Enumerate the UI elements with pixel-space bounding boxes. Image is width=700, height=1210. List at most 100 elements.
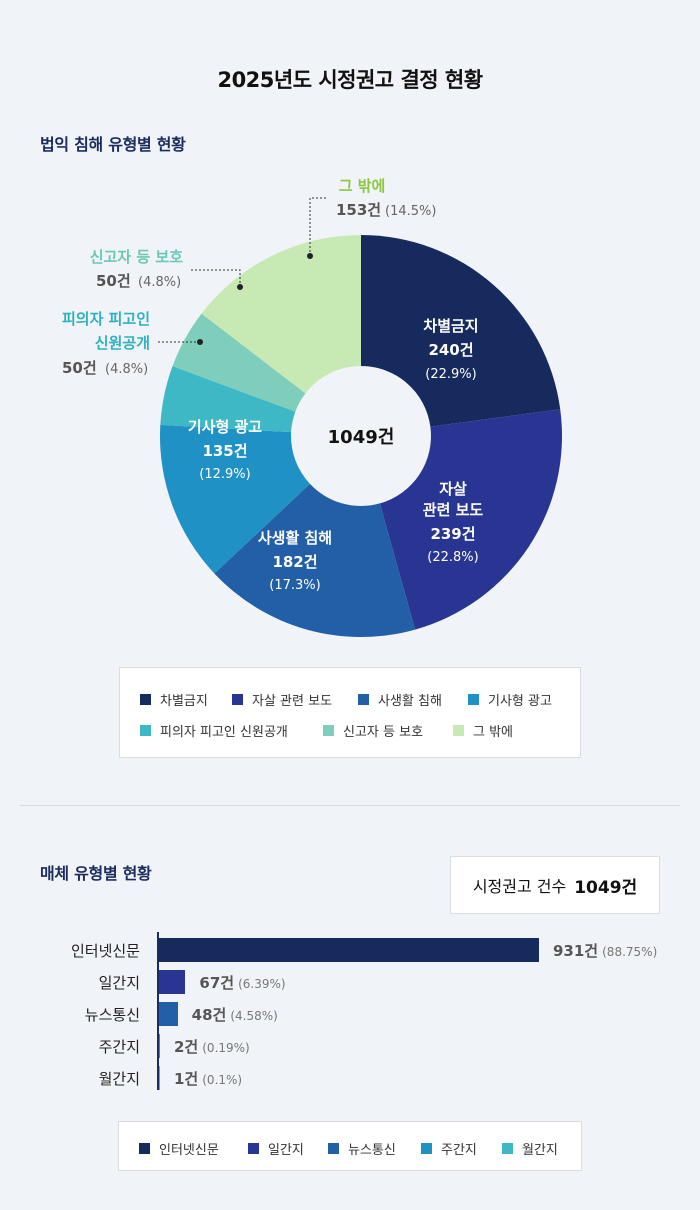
slice-privacy	[214, 483, 416, 637]
legend-swatch	[453, 725, 464, 736]
legend-label: 그 밖에	[473, 725, 514, 740]
leader-dot-reporter	[237, 284, 243, 290]
bar-axis-line	[157, 932, 159, 1090]
legend-item: 월간지	[502, 1139, 558, 1158]
slice-label-name-5b: 신원공개	[95, 334, 150, 352]
bar-daily	[158, 970, 186, 994]
bar-value-internet: 931건 (88.75%)	[553, 940, 657, 961]
legend-item: 주간지	[421, 1139, 477, 1158]
legend-label: 주간지	[441, 1143, 477, 1158]
leader-dot-other	[307, 253, 313, 259]
bar-percent: (0.1%)	[202, 1073, 243, 1087]
bar-value-daily: 67건 (6.39%)	[199, 972, 285, 993]
legend-label: 월간지	[522, 1143, 558, 1158]
legend-label: 사생활 침해	[378, 694, 442, 709]
bar-label-internet: 인터넷신문	[70, 942, 140, 960]
legend-item: 자살 관련 보도	[232, 690, 332, 709]
legend-swatch	[358, 694, 369, 705]
slice-label-name-4: 기사형 광고	[188, 418, 262, 436]
legend-item: 그 밖에	[453, 721, 513, 740]
legend-item: 차별금지	[140, 690, 208, 709]
bar-legend: 인터넷신문 일간지 뉴스통신 주간지 월간지	[118, 1121, 582, 1171]
bar-count: 2건	[174, 1038, 199, 1056]
bar-label-news-agency: 뉴스통신	[84, 1006, 140, 1024]
total-count-value: 1049건	[574, 877, 638, 898]
slice-label-name-2a: 자살	[439, 480, 467, 498]
legend-swatch	[140, 694, 151, 705]
legend-swatch	[421, 1143, 432, 1154]
slice-label-count-3: 182건	[272, 553, 317, 571]
page-title: 2025년도 시정권고 결정 현황	[217, 68, 483, 92]
donut-section-title: 법익 침해 유형별 현황	[40, 135, 186, 154]
slice-label-pct-4: (12.9%)	[199, 467, 250, 482]
legend-item: 피의자 피고인 신원공개	[140, 721, 288, 740]
bar-percent: (88.75%)	[602, 945, 658, 959]
slice-label-count-1: 240건	[428, 341, 473, 359]
legend-swatch	[468, 694, 479, 705]
bar-label-monthly: 월간지	[98, 1070, 140, 1088]
slice-label-pct-1: (22.9%)	[425, 367, 476, 382]
slice-label-name-6: 신고자 등 보호	[90, 248, 183, 266]
slice-label-count-4: 135건	[202, 442, 247, 460]
legend-label: 일간지	[268, 1143, 304, 1158]
bar-internet	[158, 938, 539, 962]
donut-chart: 1049건 차별금지 240건 (22.9%) 자살 관련 보도 239건 (2…	[62, 177, 562, 637]
legend-swatch	[139, 1143, 150, 1154]
bar-label-daily: 일간지	[98, 974, 140, 992]
legend-swatch	[502, 1143, 513, 1154]
donut-center-total: 1049건	[328, 427, 395, 448]
total-count-label: 시정권고 건수	[472, 877, 567, 896]
total-count-box: 시정권고 건수 1049건	[450, 856, 660, 914]
section-divider	[20, 805, 680, 806]
slice-label-name-2b: 관련 보도	[423, 501, 484, 519]
slice-label-name-3: 사생활 침해	[258, 529, 332, 547]
legend-label: 자살 관련 보도	[252, 694, 333, 709]
leader-line-other	[309, 197, 328, 256]
legend-label: 기사형 광고	[488, 694, 552, 709]
bar-count: 67건	[199, 974, 235, 992]
bar-count: 48건	[191, 1006, 227, 1024]
slice-label-pct-2: (22.8%)	[427, 550, 478, 565]
bar-news-agency	[158, 1002, 178, 1026]
bar-count: 931건	[553, 942, 599, 960]
legend-swatch	[328, 1143, 339, 1154]
slice-label-count-5: 50건	[62, 359, 97, 377]
slice-other	[201, 235, 361, 394]
legend-item: 사생활 침해	[358, 690, 442, 709]
slice-suspect-identity	[160, 366, 296, 433]
legend-item: 신고자 등 보호	[323, 721, 423, 740]
bar-weekly	[158, 1034, 160, 1058]
legend-label: 피의자 피고인 신원공개	[160, 725, 288, 740]
bar-value-news-agency: 48건 (4.58%)	[192, 1004, 278, 1025]
legend-swatch	[232, 694, 243, 705]
slice-reporter-protection	[172, 313, 306, 412]
slice-label-name-7: 그 밖에	[339, 177, 386, 195]
legend-swatch	[140, 725, 151, 736]
bar-label-weekly: 주간지	[98, 1038, 140, 1056]
slice-label-count-7: 153건	[336, 201, 381, 219]
slice-label-name-1: 차별금지	[423, 317, 478, 335]
slice-label-pct-6: (4.8%)	[138, 275, 181, 290]
slice-discrimination	[361, 235, 561, 427]
slice-suicide-report	[379, 409, 562, 630]
bar-value-monthly: 1건 (0.1%)	[174, 1068, 242, 1089]
leader-dot-suspect	[197, 339, 203, 345]
donut-legend: 차별금지 자살 관련 보도 사생활 침해 기사형 광고 피의자 피고인 신원공개…	[119, 667, 581, 758]
legend-label: 차별금지	[160, 694, 208, 709]
legend-label: 인터넷신문	[159, 1143, 219, 1158]
slice-label-pct-5: (4.8%)	[105, 362, 148, 377]
leader-line-reporter	[190, 269, 241, 287]
bar-value-weekly: 2건 (0.19%)	[174, 1036, 250, 1057]
bar-section-title: 매체 유형별 현황	[40, 864, 152, 883]
legend-item: 일간지	[248, 1139, 304, 1158]
legend-item: 기사형 광고	[468, 690, 552, 709]
legend-swatch	[248, 1143, 259, 1154]
slice-label-name-5a: 피의자 피고인	[62, 310, 150, 328]
slice-label-pct-7: (14.5%)	[385, 204, 436, 219]
bar-percent: (6.39%)	[238, 977, 286, 991]
legend-swatch	[323, 725, 334, 736]
legend-label: 뉴스통신	[348, 1143, 396, 1158]
bar-percent: (0.19%)	[202, 1041, 250, 1055]
bar-percent: (4.58%)	[230, 1009, 278, 1023]
slice-label-count-2: 239건	[430, 525, 475, 543]
